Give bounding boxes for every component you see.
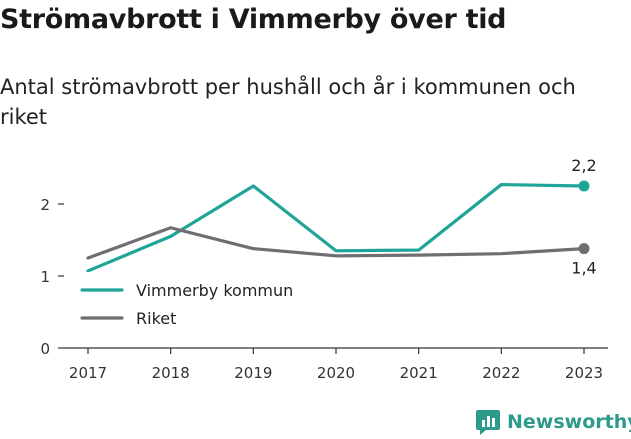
y-tick-label: 0: [40, 340, 50, 358]
legend-label: Vimmerby kommun: [136, 281, 293, 300]
x-tick-label: 2020: [317, 364, 355, 382]
legend-background: [72, 272, 324, 334]
y-tick-label: 2: [40, 196, 50, 214]
series-line: [86, 182, 586, 273]
y-tick-label: 1: [40, 268, 50, 286]
legend-label: Riket: [136, 309, 176, 328]
chart-subtitle: Antal strömavbrott per hushåll och år i …: [0, 75, 576, 129]
x-tick-label: 2019: [234, 364, 272, 382]
chart-title: Strömavbrott i Vimmerby över tid: [0, 4, 507, 35]
x-tick-label: 2018: [152, 364, 190, 382]
series-line: [86, 226, 586, 260]
x-tick-label: 2023: [565, 364, 603, 382]
newsworthy-logo-icon: [476, 410, 500, 435]
x-tick-label: 2021: [400, 364, 438, 382]
x-tick-label: 2017: [69, 364, 107, 382]
series-end-marker: [578, 180, 590, 192]
series-end-label: 1,4: [571, 259, 596, 278]
newsworthy-logo: Newsworthy: [475, 408, 631, 436]
newsworthy-logo-text: Newsworthy: [507, 411, 631, 433]
series-end-marker: [578, 243, 590, 255]
x-tick-label: 2022: [482, 364, 520, 382]
series-end-label: 2,2: [571, 156, 596, 175]
